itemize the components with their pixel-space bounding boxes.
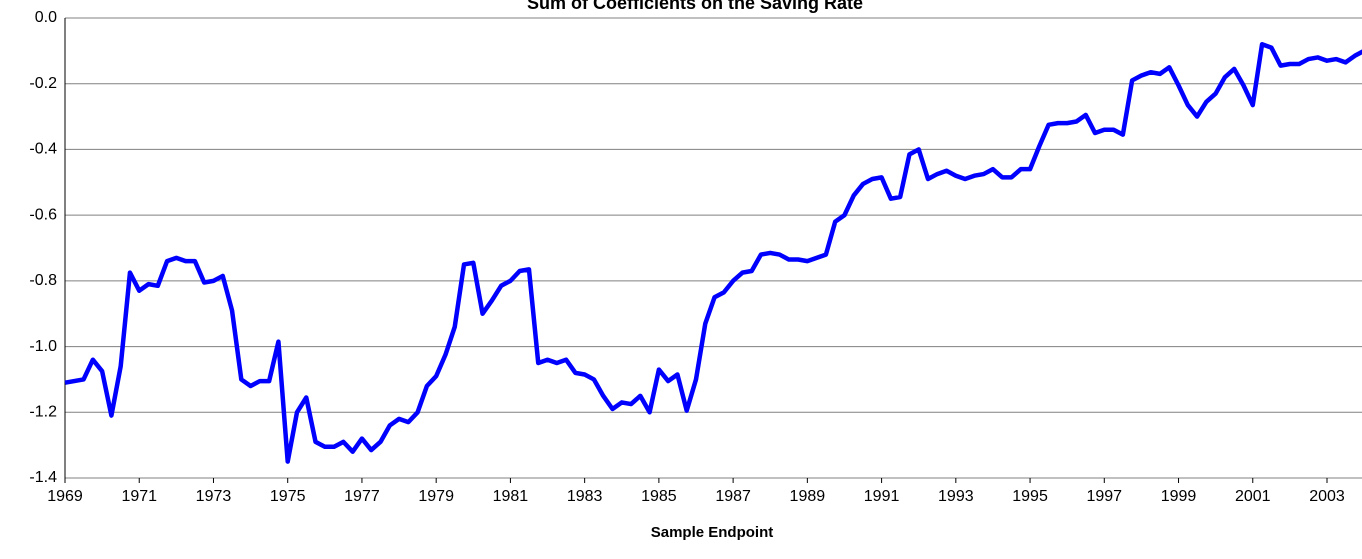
x-tick-label: 1981: [493, 488, 529, 505]
x-tick-label: 1991: [864, 488, 900, 505]
x-tick-label: 1975: [270, 488, 306, 505]
x-tick-label: 2001: [1235, 488, 1271, 505]
x-tick-label: 1999: [1161, 488, 1197, 505]
x-tick-label: 1987: [715, 488, 751, 505]
x-tick-label: 1983: [567, 488, 603, 505]
x-tick-label: 1979: [418, 488, 454, 505]
x-tick-label: 1971: [121, 488, 157, 505]
y-tick-label: -0.2: [29, 75, 57, 92]
y-tick-label: -1.2: [29, 404, 57, 421]
y-tick-label: -1.4: [29, 469, 57, 486]
x-tick-label: 1985: [641, 488, 677, 505]
x-axis-label: Sample Endpoint: [651, 524, 774, 541]
x-tick-label: 1997: [1086, 488, 1122, 505]
x-tick-label: 1989: [790, 488, 826, 505]
chart-title: Sum of Coefficients on the Saving Rate: [527, 0, 863, 13]
x-tick-label: 1995: [1012, 488, 1048, 505]
x-tick-label: 1973: [196, 488, 232, 505]
y-tick-label: -0.8: [29, 272, 57, 289]
x-tick-label: 1993: [938, 488, 974, 505]
y-tick-label: 0.0: [35, 9, 57, 26]
y-tick-label: -0.6: [29, 206, 57, 223]
x-tick-label: 1977: [344, 488, 380, 505]
y-tick-label: -1.0: [29, 338, 57, 355]
x-tick-label: 1969: [47, 488, 83, 505]
x-tick-label: 2003: [1309, 488, 1345, 505]
data-line: [64, 42, 1362, 464]
y-tick-label: -0.4: [29, 141, 57, 158]
